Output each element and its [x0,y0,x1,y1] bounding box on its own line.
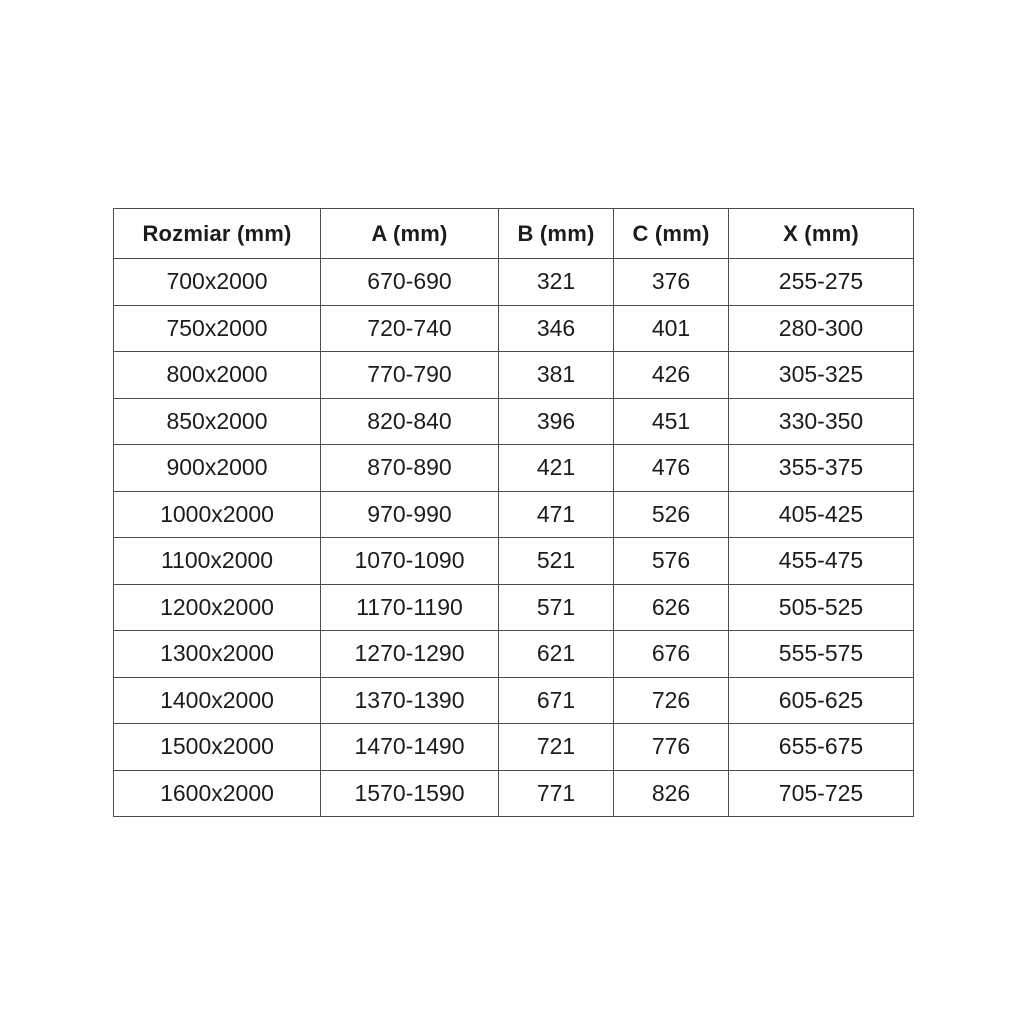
table-cell: 1370-1390 [320,676,499,724]
table-cell: 476 [613,444,729,492]
table-cell: 870-890 [320,444,499,492]
table-row: 1500x2000 1470-1490 721 776 655-675 [113,723,914,771]
table-cell: 655-675 [728,723,914,771]
table-cell: 455-475 [728,537,914,585]
table-cell: 1500x2000 [113,723,321,771]
table-header-row: Rozmiar (mm) A (mm) B (mm) C (mm) X (mm) [113,208,914,259]
table-cell: 900x2000 [113,444,321,492]
column-header-rozmiar: Rozmiar (mm) [113,208,321,259]
table-cell: 1170-1190 [320,583,499,631]
table-row: 1600x2000 1570-1590 771 826 705-725 [113,769,914,817]
table-cell: 330-350 [728,397,914,445]
table-cell: 305-325 [728,351,914,399]
table-cell: 621 [498,630,614,678]
table-cell: 726 [613,676,729,724]
table-cell: 626 [613,583,729,631]
table-cell: 676 [613,630,729,678]
table-cell: 1470-1490 [320,723,499,771]
table-cell: 770-790 [320,351,499,399]
table-cell: 526 [613,490,729,538]
table-cell: 970-990 [320,490,499,538]
table-cell: 280-300 [728,304,914,352]
table-cell: 720-740 [320,304,499,352]
table-row: 1200x2000 1170-1190 571 626 505-525 [113,583,914,631]
column-header-x: X (mm) [728,208,914,259]
table-cell: 850x2000 [113,397,321,445]
table-cell: 346 [498,304,614,352]
table-cell: 381 [498,351,614,399]
table-cell: 571 [498,583,614,631]
table-row: 1300x2000 1270-1290 621 676 555-575 [113,630,914,678]
table-cell: 1200x2000 [113,583,321,631]
table-row: 1400x2000 1370-1390 671 726 605-625 [113,676,914,724]
table-cell: 376 [613,258,729,306]
table-cell: 670-690 [320,258,499,306]
table-cell: 776 [613,723,729,771]
table-cell: 521 [498,537,614,585]
table-cell: 800x2000 [113,351,321,399]
dimension-spec-table: Rozmiar (mm) A (mm) B (mm) C (mm) X (mm)… [113,208,914,817]
table-cell: 1300x2000 [113,630,321,678]
table-cell: 771 [498,769,614,817]
table-cell: 1100x2000 [113,537,321,585]
table-row: 800x2000 770-790 381 426 305-325 [113,351,914,399]
table-cell: 396 [498,397,614,445]
table-cell: 421 [498,444,614,492]
table-cell: 605-625 [728,676,914,724]
table-row: 1100x2000 1070-1090 521 576 455-475 [113,537,914,585]
table-cell: 1000x2000 [113,490,321,538]
table-cell: 555-575 [728,630,914,678]
table-cell: 576 [613,537,729,585]
table-cell: 750x2000 [113,304,321,352]
table-cell: 705-725 [728,769,914,817]
table-cell: 401 [613,304,729,352]
table-cell: 405-425 [728,490,914,538]
table-cell: 321 [498,258,614,306]
table-cell: 426 [613,351,729,399]
table-cell: 826 [613,769,729,817]
column-header-b: B (mm) [498,208,614,259]
table-cell: 505-525 [728,583,914,631]
table-cell: 700x2000 [113,258,321,306]
table-cell: 1070-1090 [320,537,499,585]
table-cell: 255-275 [728,258,914,306]
table-cell: 671 [498,676,614,724]
table-cell: 451 [613,397,729,445]
table-cell: 1570-1590 [320,769,499,817]
column-header-a: A (mm) [320,208,499,259]
table-row: 900x2000 870-890 421 476 355-375 [113,444,914,492]
table-cell: 1270-1290 [320,630,499,678]
table-row: 1000x2000 970-990 471 526 405-425 [113,490,914,538]
table-body: 700x2000 670-690 321 376 255-275 750x2000 720-… [113,258,914,817]
column-header-c: C (mm) [613,208,729,259]
table-cell: 721 [498,723,614,771]
table-row: 750x2000 720-740 346 401 280-300 [113,304,914,352]
table-cell: 820-840 [320,397,499,445]
table-cell: 1400x2000 [113,676,321,724]
table-cell: 355-375 [728,444,914,492]
table-cell: 471 [498,490,614,538]
table-row: 850x2000 820-840 396 451 330-350 [113,397,914,445]
table-row: 700x2000 670-690 321 376 255-275 [113,258,914,306]
table-cell: 1600x2000 [113,769,321,817]
